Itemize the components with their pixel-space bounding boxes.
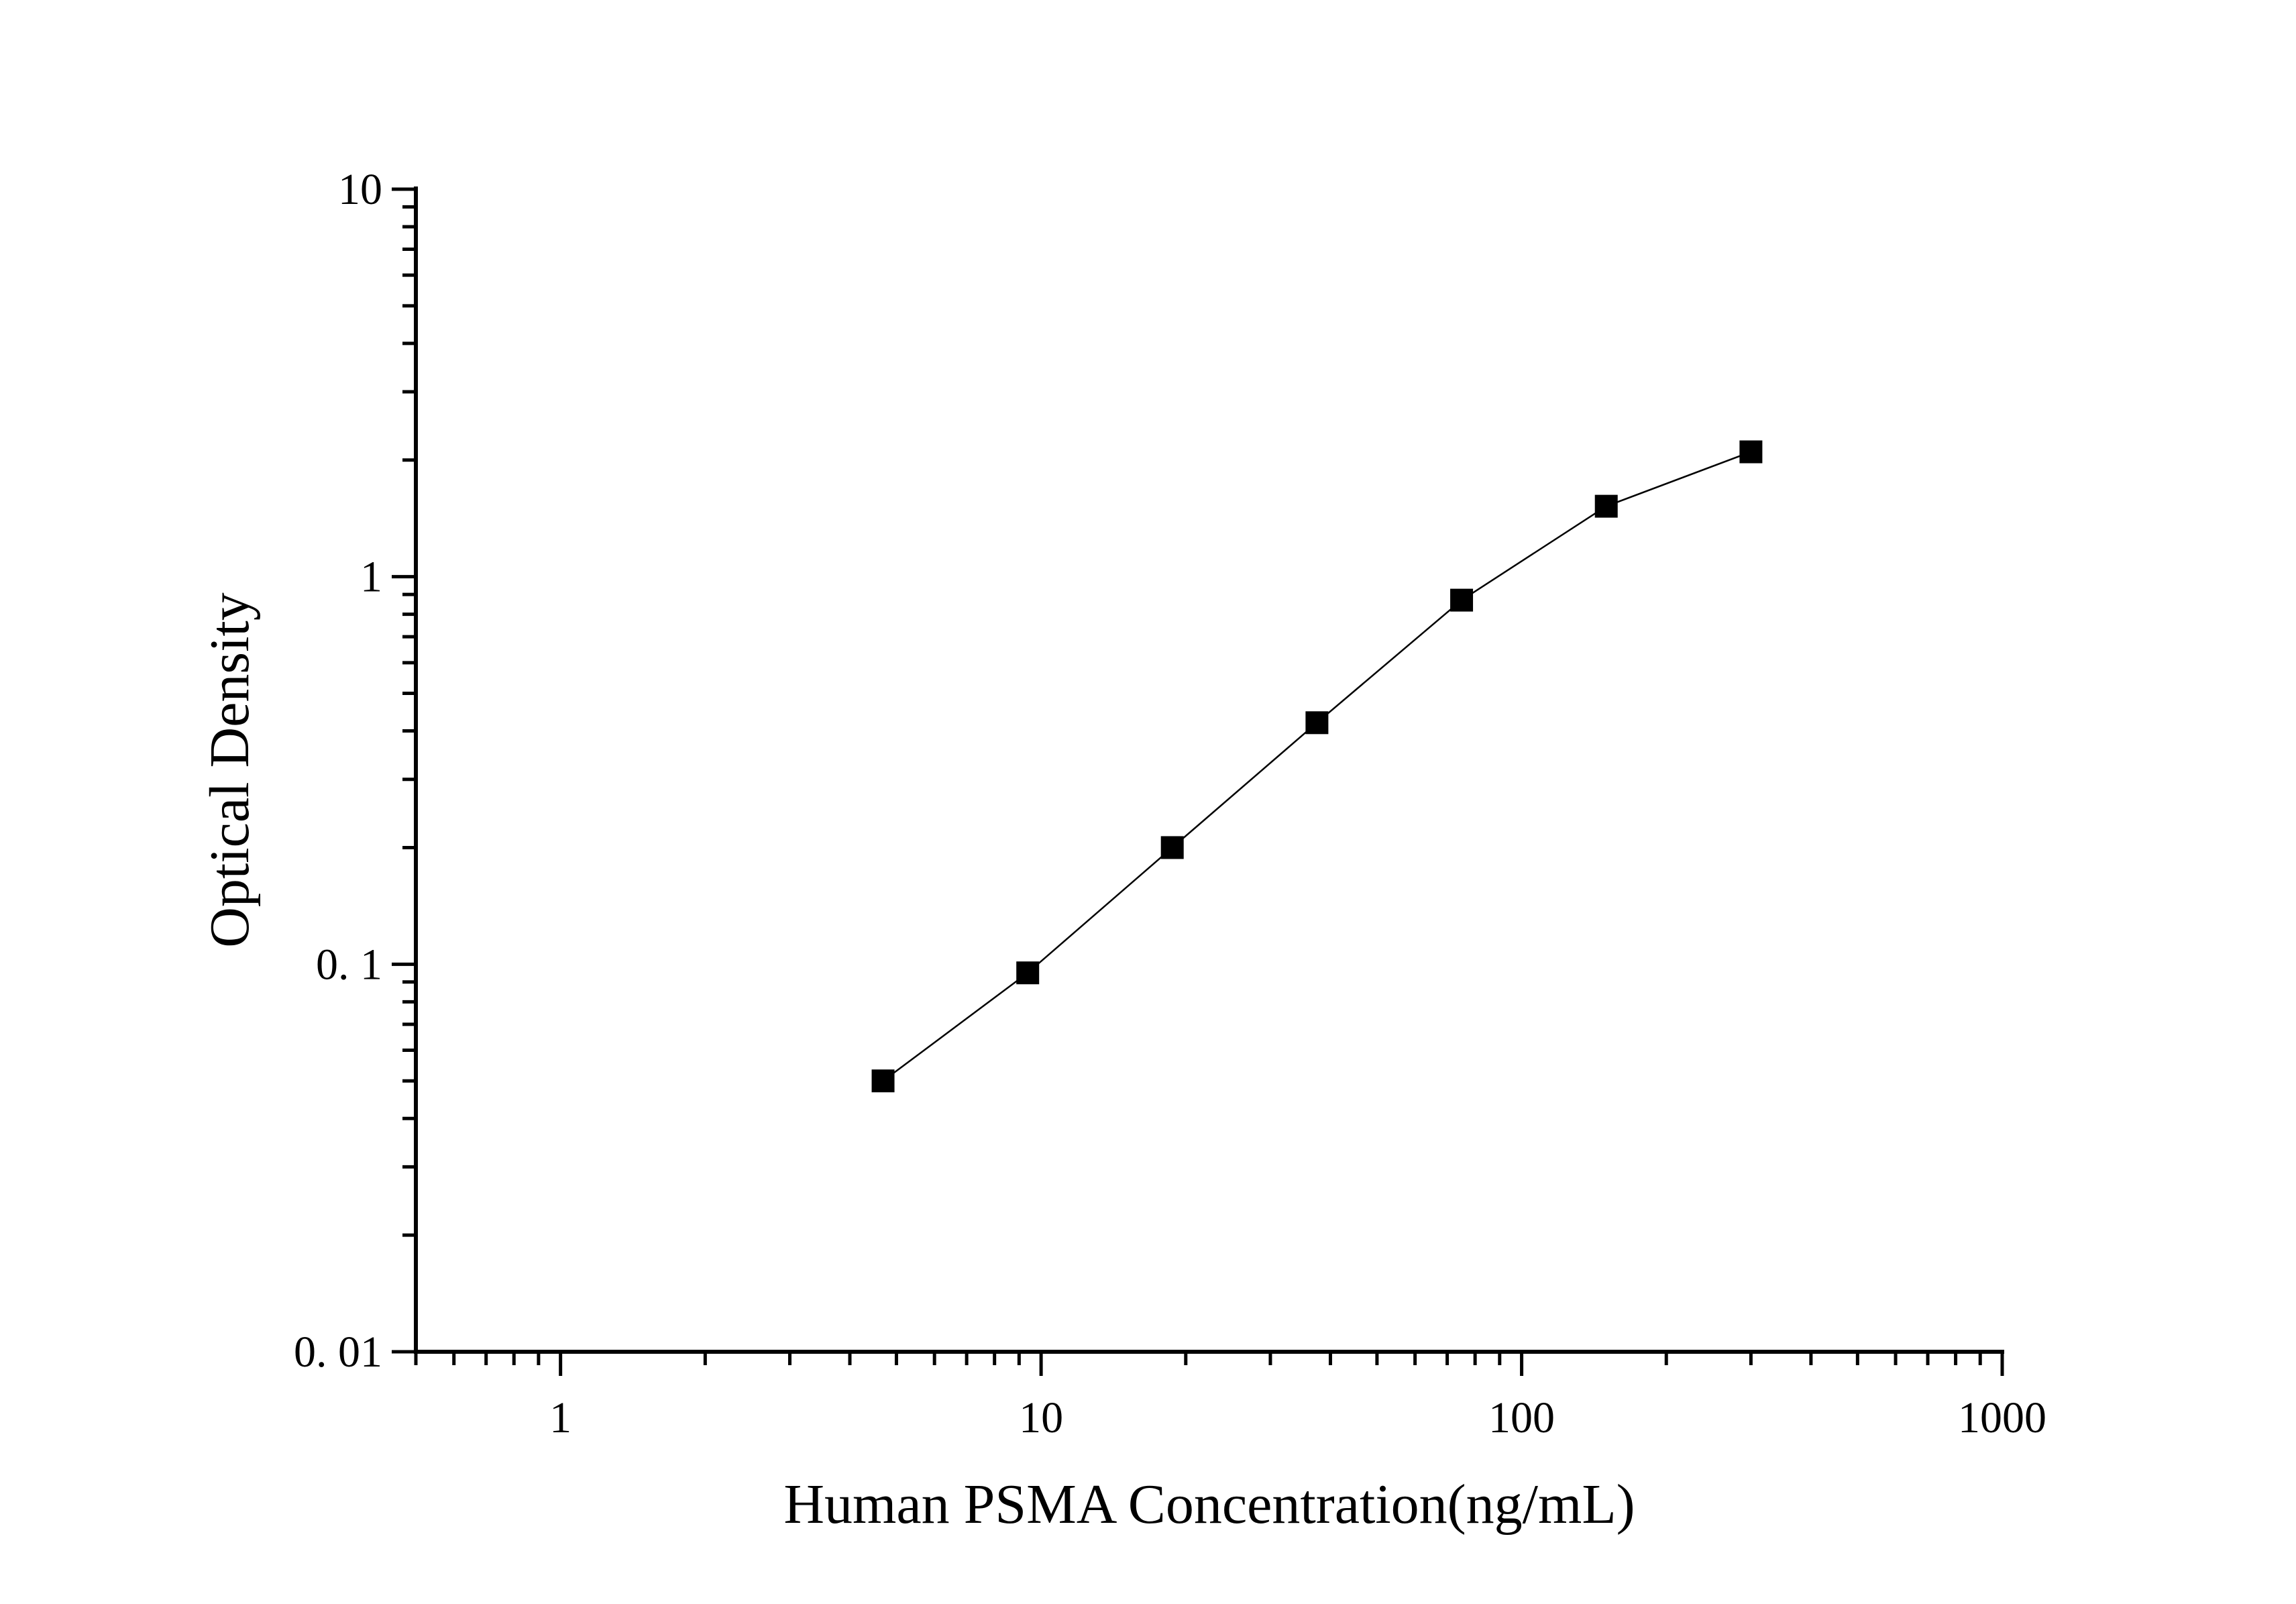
data-point (1305, 711, 1329, 735)
y-tick-label: 0. 01 (294, 1328, 382, 1377)
data-point (1016, 961, 1040, 985)
x-tick-labels: 1 10 100 1000 (549, 1393, 2046, 1442)
data-point (871, 1069, 895, 1093)
y-minor-ticks (402, 205, 416, 1237)
y-tick-label: 10 (338, 165, 382, 214)
x-minor-ticks (414, 1352, 1982, 1365)
x-tick-label: 1000 (1958, 1393, 2046, 1442)
data-point (1450, 588, 1474, 612)
y-axis-title: Optical Density (199, 592, 261, 948)
x-tick-label: 1 (549, 1393, 571, 1442)
data-point (1594, 494, 1618, 518)
x-tick-label: 10 (1019, 1393, 1063, 1442)
y-tick-label: 0. 1 (316, 940, 382, 989)
x-tick-label: 100 (1488, 1393, 1555, 1442)
y-tick-label: 1 (360, 553, 382, 602)
data-point (1160, 836, 1184, 859)
x-axis-title: Human PSMA Concentration(ng/mL) (783, 1473, 1635, 1536)
x-major-ticks (559, 1352, 2004, 1376)
series (871, 440, 1763, 1093)
y-major-ticks (392, 187, 416, 1354)
y-tick-labels: 0. 01 0. 1 1 10 (294, 165, 382, 1377)
series-line (882, 451, 1751, 1082)
data-point (1739, 440, 1763, 464)
